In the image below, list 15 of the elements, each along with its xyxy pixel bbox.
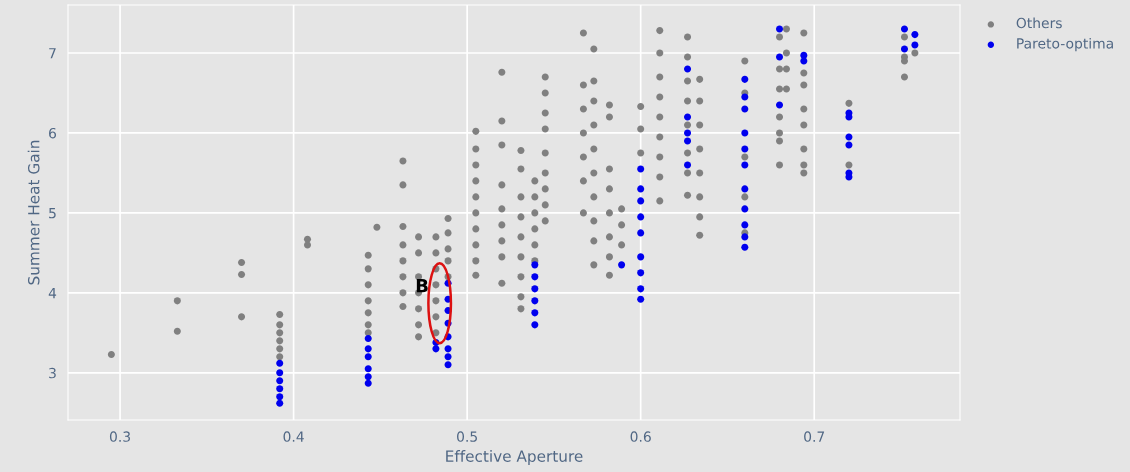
x-tick-label: 0.3 — [109, 431, 130, 442]
x-tick-label: 0.6 — [630, 431, 651, 442]
y-tick-label: 7 — [49, 48, 56, 59]
annotation: B — [416, 279, 428, 293]
y-tick-label: 4 — [48, 288, 57, 299]
legend-label: Others — [1016, 17, 1062, 29]
y-tick-label: 5 — [49, 208, 56, 219]
y-tick-label: 6 — [49, 127, 57, 139]
y-tick-label: 3 — [49, 367, 56, 379]
x-tick-label: 0.7 — [804, 431, 825, 442]
legend-label: Pareto-optima — [1017, 37, 1113, 52]
x-tick-label: 0.4 — [283, 431, 304, 442]
x-tick-label: 0.5 — [457, 431, 477, 442]
y-axis-title: Summer Heat Gain — [27, 140, 40, 285]
x-axis-title: Effective Aperture — [446, 450, 583, 465]
